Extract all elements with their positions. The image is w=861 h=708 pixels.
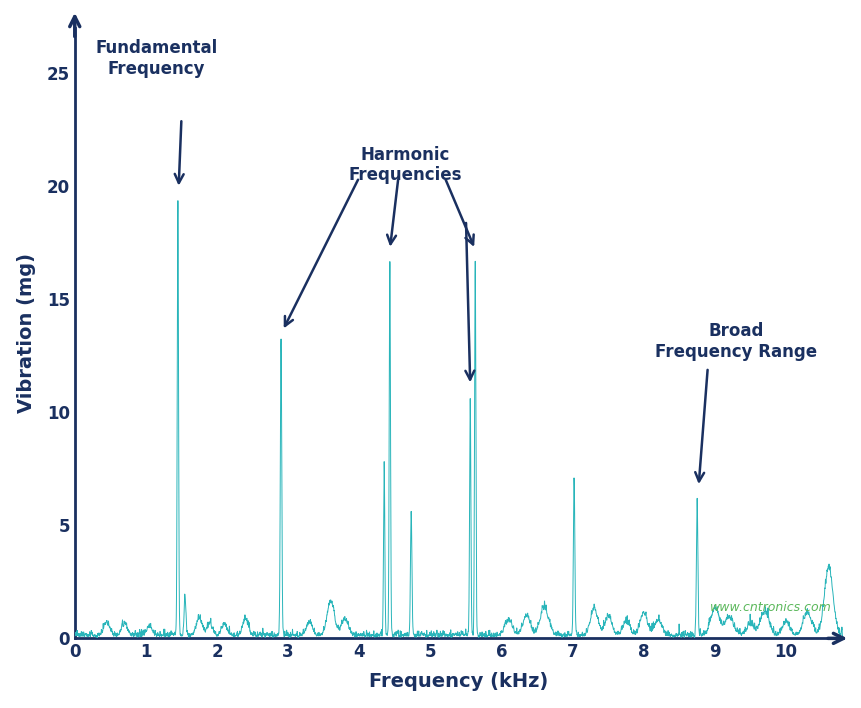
Y-axis label: Vibration (mg): Vibration (mg) — [16, 253, 35, 413]
Text: Broad
Frequency Range: Broad Frequency Range — [655, 322, 817, 360]
Text: www.cntronics.com: www.cntronics.com — [709, 601, 832, 614]
X-axis label: Frequency (kHz): Frequency (kHz) — [369, 673, 548, 691]
Text: Fundamental
Frequency: Fundamental Frequency — [96, 40, 218, 78]
Text: Harmonic
Frequencies: Harmonic Frequencies — [349, 146, 462, 184]
